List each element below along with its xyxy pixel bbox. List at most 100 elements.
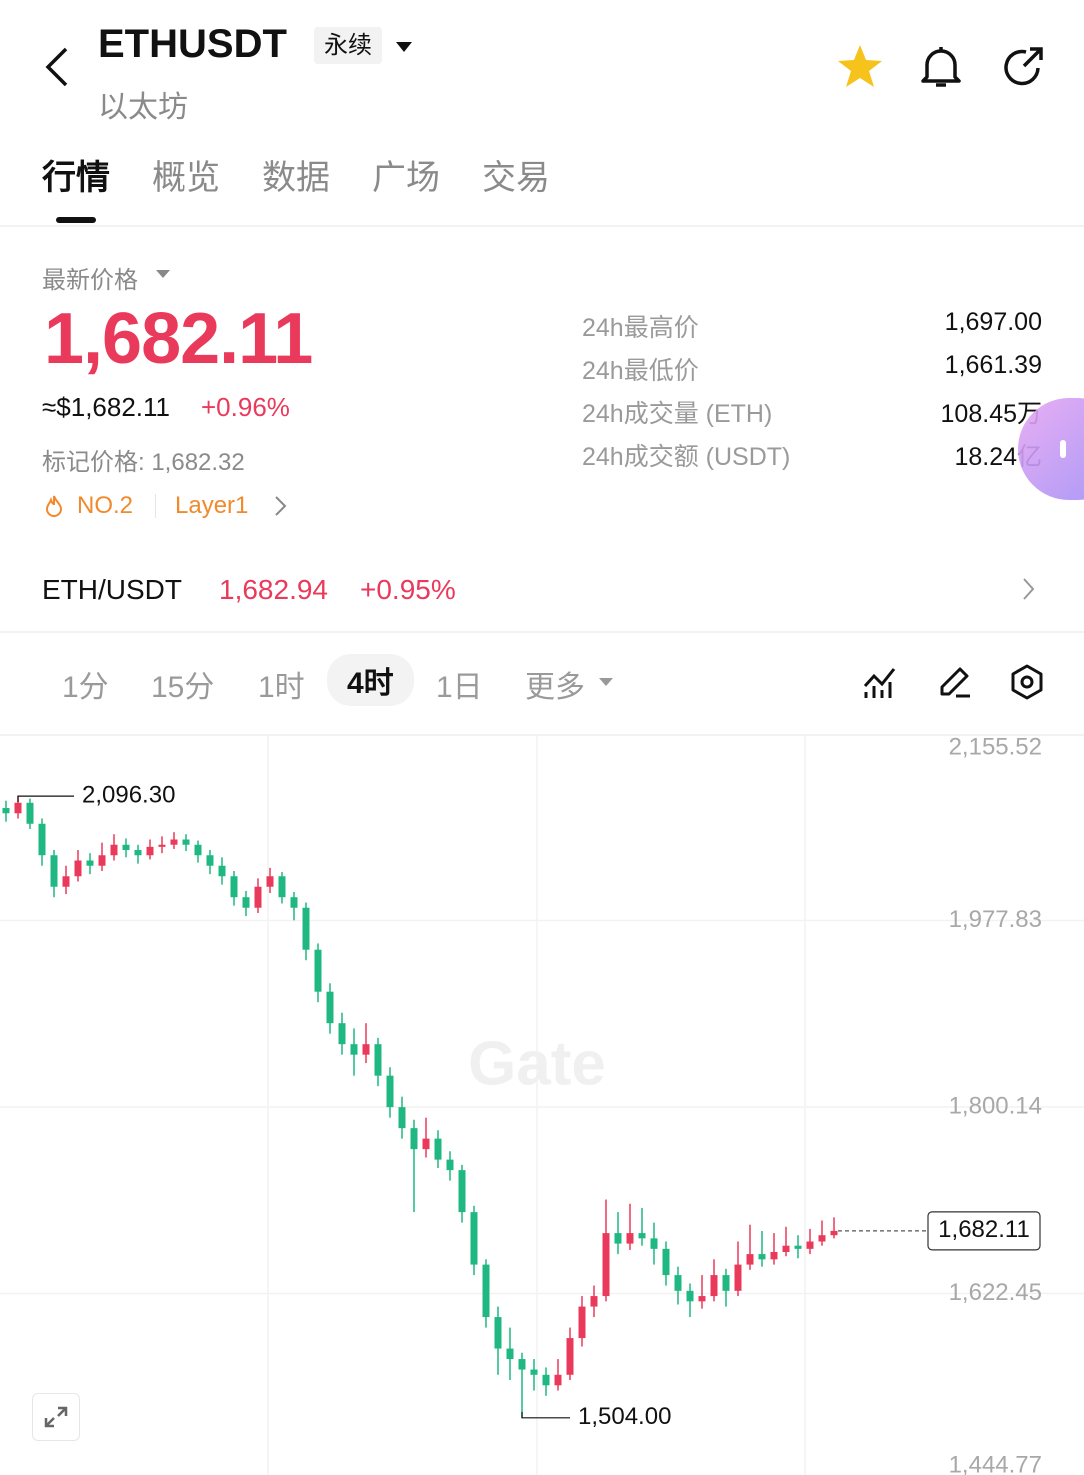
tab[interactable]: 广场: [372, 159, 440, 197]
y-tick-label: 1,977.83: [949, 906, 1042, 933]
assistant-eye: [1060, 440, 1066, 458]
candle-body: [698, 1296, 706, 1302]
share-button[interactable]: [1000, 44, 1046, 90]
interval[interactable]: 15分: [151, 671, 215, 704]
candle-body: [146, 846, 154, 856]
candle-body: [686, 1290, 694, 1302]
spot-pair[interactable]: ETH/USDT: [42, 574, 182, 605]
tab-indicator: [56, 217, 96, 223]
candle-body: [386, 1075, 394, 1108]
stat-label: 24h成交量 (ETH): [582, 400, 773, 428]
candle-body: [182, 839, 190, 845]
fullscreen-button[interactable]: [32, 1393, 80, 1441]
candle-body: [818, 1235, 826, 1242]
candle-body: [578, 1306, 586, 1339]
low-marker: [521, 1411, 570, 1419]
interval[interactable]: 4时: [327, 654, 414, 706]
coin-name: 以太坊: [98, 91, 188, 124]
candle-body: [722, 1275, 730, 1291]
candle-body: [506, 1348, 514, 1360]
y-tick-label: 2,155.52: [949, 733, 1042, 760]
candle-body: [158, 844, 166, 847]
candle-body: [422, 1138, 430, 1150]
tab[interactable]: 数据: [262, 159, 330, 197]
rank-tag[interactable]: NO.2: [77, 492, 134, 519]
tab[interactable]: 交易: [482, 159, 550, 197]
candle-body: [194, 844, 202, 856]
candle-body: [398, 1107, 406, 1129]
candle-body: [410, 1128, 418, 1150]
symbol: ETHUSDT: [98, 22, 287, 66]
low-label: 1,504.00: [578, 1403, 671, 1430]
candle-body: [242, 897, 250, 908]
stat-label: 24h最高价: [582, 314, 699, 342]
candle-body: [482, 1264, 490, 1318]
candle-body: [554, 1374, 562, 1386]
interval[interactable]: 1分: [62, 671, 109, 704]
candle-body: [134, 850, 142, 856]
last-price-box: [927, 1211, 1041, 1251]
spot-change: +0.95%: [360, 574, 456, 605]
watermark: Gate: [468, 1029, 606, 1098]
candle-body: [650, 1238, 658, 1249]
favorite-star[interactable]: [836, 43, 884, 89]
candle-body: [530, 1369, 538, 1375]
candle-body: [218, 865, 226, 877]
candle-body: [38, 823, 46, 856]
candle-body: [494, 1317, 502, 1349]
y-tick-label: 1,622.45: [949, 1279, 1042, 1306]
tab[interactable]: 行情: [42, 159, 110, 197]
spot-price: 1,682.94: [219, 574, 328, 605]
candle-body: [542, 1374, 550, 1386]
contract-type[interactable]: 永续: [314, 27, 382, 64]
candle-body: [758, 1254, 766, 1260]
stat-label: 24h最低价: [582, 357, 699, 385]
y-tick-label: 1,444.77: [949, 1451, 1042, 1475]
y-tick-label: 1,800.14: [949, 1092, 1042, 1119]
alert-bell[interactable]: [918, 44, 964, 90]
candle-body: [50, 855, 58, 887]
candle-body: [314, 949, 322, 992]
flame-icon: [45, 495, 63, 517]
high-label: 2,096.30: [82, 782, 175, 809]
candle-body: [614, 1233, 622, 1244]
candle-body: [278, 876, 286, 898]
candle-body: [458, 1170, 466, 1213]
last-price: 1,682.11: [44, 299, 313, 379]
sector-tag[interactable]: Layer1: [175, 492, 249, 519]
candle-body: [326, 991, 334, 1024]
settings-button[interactable]: [1009, 664, 1045, 700]
back-button[interactable]: [40, 45, 74, 89]
candle-body: [86, 860, 94, 866]
separator: [155, 494, 156, 518]
stat-label: 24h成交额 (USDT): [582, 443, 791, 471]
dropdown-arrow: [599, 678, 613, 686]
price-label[interactable]: 最新价格: [42, 267, 138, 294]
divider: [0, 734, 1084, 736]
interval[interactable]: 1日: [436, 671, 483, 704]
candle-body: [782, 1245, 790, 1252]
candle-body: [350, 1044, 358, 1055]
candle-body: [806, 1241, 814, 1249]
draw-button[interactable]: [936, 664, 972, 700]
dropdown-arrow[interactable]: [394, 40, 414, 54]
candle-body: [362, 1044, 370, 1055]
interval[interactable]: 1时: [258, 671, 305, 704]
candle-body: [470, 1212, 478, 1265]
candle-body: [662, 1248, 670, 1276]
divider: [0, 631, 1084, 633]
tab[interactable]: 概览: [152, 159, 220, 197]
candle-body: [434, 1138, 442, 1160]
candle-body: [74, 860, 82, 877]
candle-body: [14, 802, 22, 814]
indicator-button[interactable]: [862, 664, 898, 700]
candle-body: [794, 1245, 802, 1249]
candle-body: [446, 1159, 454, 1171]
chevron[interactable]: [1020, 576, 1036, 602]
candle-body: [302, 907, 310, 950]
interval[interactable]: 更多: [525, 671, 585, 704]
chevron: [275, 496, 287, 516]
candle-body: [206, 855, 214, 866]
